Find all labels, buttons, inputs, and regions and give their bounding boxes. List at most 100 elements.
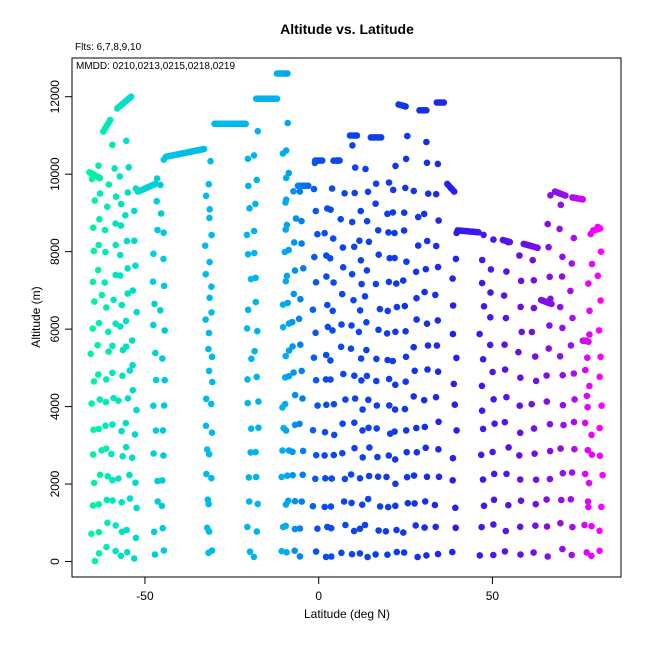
data-point: [403, 448, 411, 456]
data-point: [154, 477, 161, 485]
data-point: [373, 402, 381, 409]
data-point: [516, 252, 523, 259]
data-point: [478, 382, 486, 390]
data-point: [567, 342, 575, 349]
data-point: [505, 444, 512, 451]
data-point: [424, 366, 431, 373]
data-point: [365, 396, 372, 404]
data-point: [347, 345, 355, 353]
data-point: [480, 231, 487, 239]
data-point: [89, 502, 97, 509]
data-point: [559, 469, 567, 477]
data-point: [361, 293, 369, 300]
data-point: [423, 320, 431, 328]
data-point: [385, 229, 392, 236]
data-point: [102, 398, 110, 406]
data-point: [133, 406, 140, 414]
data-point: [570, 418, 578, 426]
data-point: [422, 444, 430, 452]
data-point: [420, 210, 428, 218]
data-point: [314, 230, 321, 238]
data-point: [253, 176, 261, 184]
data-point: [284, 119, 292, 127]
data-point: [570, 370, 578, 377]
data-point: [252, 298, 260, 306]
data-point: [362, 165, 369, 173]
data-point: [596, 225, 604, 232]
data-point: [103, 203, 111, 211]
data-point: [351, 444, 358, 452]
data-point: [440, 99, 448, 106]
data-point: [363, 346, 370, 354]
data-point: [528, 328, 536, 336]
data-point: [322, 475, 329, 482]
data-point: [289, 448, 296, 456]
data-point: [201, 242, 209, 249]
data-point: [323, 273, 330, 280]
data-point: [421, 524, 428, 531]
data-point: [329, 307, 337, 315]
data-point: [200, 145, 208, 153]
data-point: [404, 132, 411, 140]
data-point: [285, 372, 293, 380]
data-point: [154, 498, 161, 505]
y-tick-label: 2000: [48, 470, 62, 497]
data-point: [133, 504, 140, 512]
data-point: [291, 525, 299, 533]
data-point: [402, 328, 409, 335]
data-point: [290, 369, 297, 376]
data-point: [296, 188, 304, 195]
data-point: [282, 147, 290, 154]
data-point: [299, 471, 307, 479]
data-point: [361, 521, 369, 529]
data-point: [385, 278, 393, 286]
data-point: [424, 190, 432, 197]
data-point: [356, 237, 363, 244]
data-point: [159, 355, 166, 362]
data-point: [372, 200, 379, 207]
data-point: [336, 157, 343, 164]
data-point: [571, 396, 578, 403]
data-point: [296, 553, 304, 560]
data-point: [392, 162, 399, 170]
data-point: [413, 424, 420, 432]
data-point: [586, 382, 593, 390]
data-point: [282, 174, 290, 182]
data-point: [403, 473, 411, 481]
data-point: [490, 496, 498, 504]
data-point: [328, 475, 336, 482]
data-point: [91, 298, 98, 305]
data-point: [208, 474, 215, 482]
data-point: [329, 327, 336, 334]
data-point: [422, 265, 430, 273]
data-point: [364, 188, 372, 196]
data-point: [585, 280, 592, 287]
data-point: [385, 452, 393, 459]
data-point: [103, 496, 111, 504]
data-point: [327, 357, 334, 364]
data-point: [382, 528, 390, 535]
data-point: [102, 422, 109, 430]
data-point: [205, 329, 213, 337]
data-point: [450, 188, 458, 195]
data-point: [104, 519, 111, 527]
data-point: [594, 272, 602, 280]
data-point: [571, 445, 578, 453]
data-point: [479, 425, 487, 433]
data-point: [423, 552, 430, 559]
data-point: [546, 322, 553, 329]
data-point: [330, 431, 338, 439]
data-point: [209, 378, 216, 386]
data-point: [124, 395, 132, 402]
data-point: [323, 401, 330, 409]
data-point: [103, 304, 110, 311]
data-point: [414, 553, 421, 561]
data-point: [244, 399, 251, 407]
data-point: [109, 421, 116, 428]
data-point: [597, 353, 604, 361]
data-point: [314, 402, 321, 409]
data-point: [596, 424, 603, 432]
data-point: [94, 341, 101, 349]
data-point: [449, 275, 456, 282]
data-point: [532, 500, 539, 508]
